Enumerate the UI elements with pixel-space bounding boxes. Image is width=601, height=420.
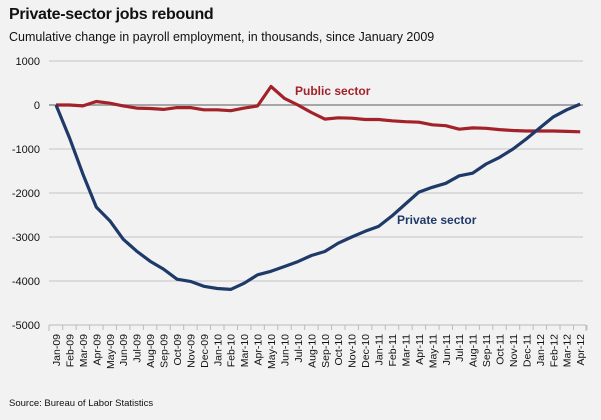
x-tick-label: Apr-10 [253, 334, 265, 366]
x-tick-label: Apr-12 [575, 334, 587, 366]
x-tick-label: Jul-11 [454, 334, 466, 362]
chart-subtitle: Cumulative change in payroll employment,… [9, 30, 435, 44]
x-tick-label: May-10 [266, 334, 278, 369]
series-annotation: Public sector [295, 84, 371, 98]
x-tick-label: Nov-09 [185, 334, 197, 368]
x-tick-label: Aug-09 [145, 334, 157, 368]
x-tick-label: Apr-11 [414, 334, 426, 365]
x-tick-label: Jul-10 [293, 334, 305, 363]
x-tick-label: Jan-11 [374, 334, 386, 365]
public-sector-line [56, 84, 581, 134]
x-tick-label: Feb-09 [64, 334, 76, 367]
chart-source: Source: Bureau of Labor Statistics [9, 398, 154, 409]
x-tick-label: Jan-10 [212, 334, 224, 366]
y-tick-label: 0 [34, 100, 40, 112]
y-tick-label: -5000 [12, 320, 40, 332]
x-tick-label: Mar-09 [78, 334, 90, 367]
x-tick-label: Sep-11 [481, 334, 493, 367]
x-tick-label: Apr-09 [91, 334, 103, 366]
private-sector-line [54, 102, 581, 291]
x-tick-label: Oct-10 [333, 334, 345, 366]
x-tick-label: Nov-10 [347, 334, 359, 368]
x-tick-label: Aug-10 [306, 334, 318, 368]
x-tick-label: Nov-11 [508, 334, 520, 367]
y-tick-label: -1000 [12, 144, 40, 156]
x-tick-label: Jun-10 [279, 334, 291, 366]
x-tick-label: Feb-12 [548, 334, 560, 367]
x-tick-label: Jan-12 [535, 334, 547, 366]
y-tick-label: -4000 [12, 276, 40, 288]
y-tick-label: -3000 [12, 232, 40, 244]
x-tick-label: Dec-10 [360, 334, 372, 368]
x-tick-label: Dec-11 [521, 334, 533, 367]
x-tick-label: Jan-09 [51, 334, 63, 366]
x-tick-label: Mar-12 [562, 334, 574, 367]
x-tick-label: May-09 [105, 334, 117, 369]
x-tick-label: Dec-09 [199, 334, 211, 368]
series-annotation: Private sector [397, 213, 477, 227]
x-tick-label: Feb-10 [226, 334, 238, 367]
y-tick-label: 1000 [16, 56, 40, 68]
y-tick-label: -2000 [12, 188, 40, 200]
x-tick-label: Oct-09 [172, 334, 184, 366]
x-tick-label: May-11 [427, 334, 439, 368]
x-tick-label: Feb-11 [387, 334, 399, 367]
x-tick-label: Mar-10 [239, 334, 251, 367]
x-tick-label: Sep-10 [320, 334, 332, 368]
x-tick-label: Oct-11 [495, 334, 507, 365]
x-tick-label: Jul-09 [132, 334, 144, 363]
x-tick-label: Aug-11 [468, 334, 480, 367]
x-tick-label: Sep-09 [159, 334, 171, 368]
chart-title: Private-sector jobs rebound [9, 6, 214, 23]
x-tick-label: Jun-11 [441, 334, 453, 365]
x-tick-label: Mar-11 [400, 334, 412, 367]
x-tick-label: Jun-09 [118, 334, 130, 366]
